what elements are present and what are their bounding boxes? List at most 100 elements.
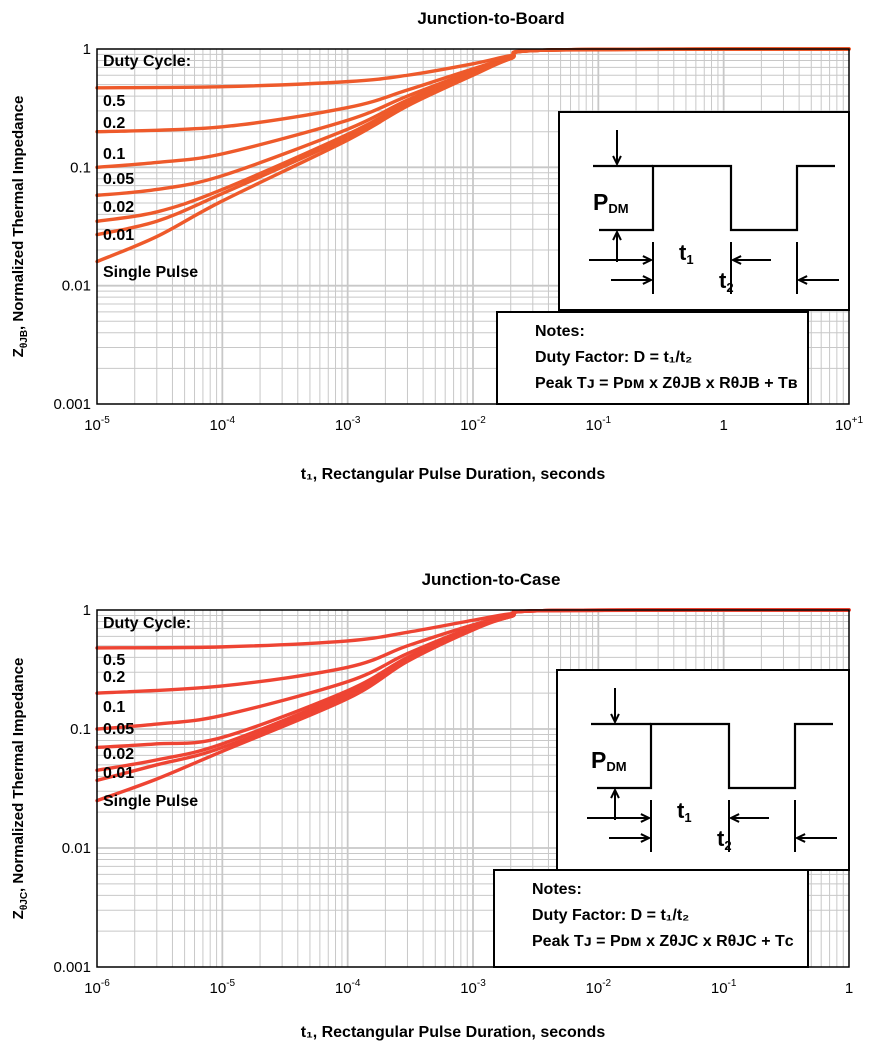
- x-tick-label: 10-5: [84, 415, 110, 434]
- x-tick-base: 10: [210, 417, 227, 434]
- t2-label: t2: [717, 826, 732, 853]
- y-axis-label: ZθJC, Normalized Thermal Impedance: [10, 658, 30, 920]
- arrow-t2-right-head: [796, 275, 808, 285]
- pulse-inset-frame: [558, 111, 850, 311]
- t2-label-main: t: [717, 826, 725, 851]
- x-tick-exponent: -3: [477, 978, 486, 989]
- notes-heading: Notes:: [532, 881, 582, 898]
- x-tick-exponent: -2: [602, 978, 611, 989]
- x-tick-base: 10: [460, 417, 477, 434]
- chart-title: Junction-to-Board: [417, 9, 564, 28]
- y-tick-label: 0.1: [70, 721, 91, 738]
- series-label-3: 0.05: [103, 171, 134, 188]
- pdm-label-sub: DM: [608, 201, 628, 216]
- x-tick-exponent: -4: [226, 415, 235, 426]
- chart-1: Duty Cycle: 0.5 0.2 0.1 0.05 0.02 0.01 Single P…: [10, 9, 863, 483]
- x-tick-label: 1: [845, 980, 853, 997]
- y-tick-label: 0.01: [62, 278, 91, 295]
- x-tick-base: 10: [586, 980, 603, 997]
- y-tick-label: 0.1: [70, 159, 91, 176]
- series-label-2: 0.1: [103, 699, 125, 716]
- notes-box: Notes: Duty Factor: D = t₁/t₂ Peak Tᴊ = Pᴅ…: [493, 869, 809, 968]
- t2-label-sub: 2: [724, 838, 731, 853]
- t2-label-sub: 2: [726, 280, 733, 295]
- x-tick-base: 10: [835, 417, 852, 434]
- x-tick-exponent: -5: [101, 415, 110, 426]
- series-label-2: 0.1: [103, 146, 125, 163]
- x-tick-label: 10-4: [210, 415, 236, 434]
- x-tick-base: 10: [711, 980, 728, 997]
- pdm-label-main: P: [591, 747, 606, 773]
- t2-label: t2: [719, 268, 734, 295]
- x-tick-exponent: +1: [852, 415, 864, 426]
- x-tick-label: 10-2: [460, 415, 486, 434]
- x-tick-exponent: -2: [477, 415, 486, 426]
- pdm-label: PDM: [593, 189, 629, 216]
- x-tick-exponent: -5: [226, 978, 235, 989]
- chart-2: Duty Cycle: 0.50.2 0.1 0.05 0.02 0.01 Single P…: [10, 570, 853, 1041]
- arrow-amplitude-bottom-head: [610, 787, 620, 799]
- arrow-t2-left-head: [640, 833, 652, 843]
- x-tick-label: 10-6: [84, 978, 110, 997]
- x-tick-base: 1: [845, 980, 853, 997]
- x-tick-base: 1: [719, 417, 727, 434]
- notes-duty-factor: Duty Factor: D = t₁/t₂: [532, 907, 689, 924]
- y-axis-label-symbol: Z: [10, 348, 27, 357]
- y-tick-label: 1: [83, 602, 91, 619]
- arrow-t1-left-head: [642, 255, 654, 265]
- t1-label-sub: 1: [684, 810, 691, 825]
- x-tick-label: 10-5: [210, 978, 236, 997]
- t2-label-main: t: [719, 268, 727, 293]
- x-tick-exponent: -6: [101, 978, 110, 989]
- x-tick-base: 10: [210, 980, 227, 997]
- y-tick-label: 1: [83, 41, 91, 58]
- chart-title: Junction-to-Case: [422, 570, 561, 589]
- arrow-t1-right-head: [728, 813, 740, 823]
- pdm-label-sub: DM: [606, 759, 626, 774]
- x-tick-base: 10: [335, 417, 352, 434]
- x-tick-label: 10-4: [335, 978, 361, 997]
- series-label-5: 0.01: [103, 765, 134, 782]
- y-tick-label: 0.01: [62, 840, 91, 857]
- pulse-waveform: [597, 722, 833, 790]
- x-tick-label: 10-1: [586, 415, 612, 434]
- notes-heading: Notes:: [535, 323, 585, 340]
- notes-duty-factor: Duty Factor: D = t₁/t₂: [535, 349, 692, 366]
- notes-frame: [493, 869, 809, 968]
- x-tick-exponent: -1: [728, 978, 737, 989]
- arrow-t1-left-head: [640, 813, 652, 823]
- t1-label-sub: 1: [686, 252, 693, 267]
- y-axis-label-text: , Normalized Thermal Impedance: [10, 658, 27, 892]
- arrow-amplitude-top-head: [610, 713, 620, 725]
- notes-peak-formula: Peak Tᴊ = Pᴅᴍ x ZθJC x RθJC + Tᴄ: [532, 933, 794, 950]
- legend-title: Duty Cycle:: [103, 53, 191, 70]
- x-tick-label: 10-3: [460, 978, 486, 997]
- x-tick-base: 10: [586, 417, 603, 434]
- series-label-1: 0.2: [103, 669, 125, 686]
- y-tick-label: 0.001: [53, 959, 91, 976]
- y-axis-label-symbol: Z: [10, 910, 27, 919]
- series-label-3: 0.05: [103, 721, 134, 738]
- y-axis-label-text: , Normalized Thermal Impedance: [10, 96, 27, 330]
- t1-label: t1: [679, 240, 694, 267]
- x-tick-base: 10: [84, 417, 101, 434]
- series-label-4: 0.02: [103, 746, 134, 763]
- y-axis-label-subscript: θJB: [19, 330, 30, 348]
- notes-frame: [496, 311, 809, 405]
- x-tick-label: 10-1: [711, 978, 737, 997]
- x-axis-label: t₁, Rectangular Pulse Duration, seconds: [301, 1024, 606, 1041]
- arrow-t1-right-head: [730, 255, 742, 265]
- series-labels: Duty Cycle: 0.50.2 0.1 0.05 0.02 0.01 Single P…: [103, 615, 198, 810]
- arrow-t2-right-head: [794, 833, 806, 843]
- series-label-0: 0.5: [103, 93, 125, 110]
- t1-label-main: t: [677, 798, 685, 823]
- x-axis-label: t₁, Rectangular Pulse Duration, seconds: [301, 466, 606, 483]
- pdm-label: PDM: [591, 747, 627, 774]
- y-tick-label: 0.001: [53, 396, 91, 413]
- x-tick-exponent: -4: [352, 978, 361, 989]
- x-tick-base: 10: [84, 980, 101, 997]
- pulse-waveform: [599, 164, 835, 232]
- x-tick-label: 1: [719, 417, 727, 434]
